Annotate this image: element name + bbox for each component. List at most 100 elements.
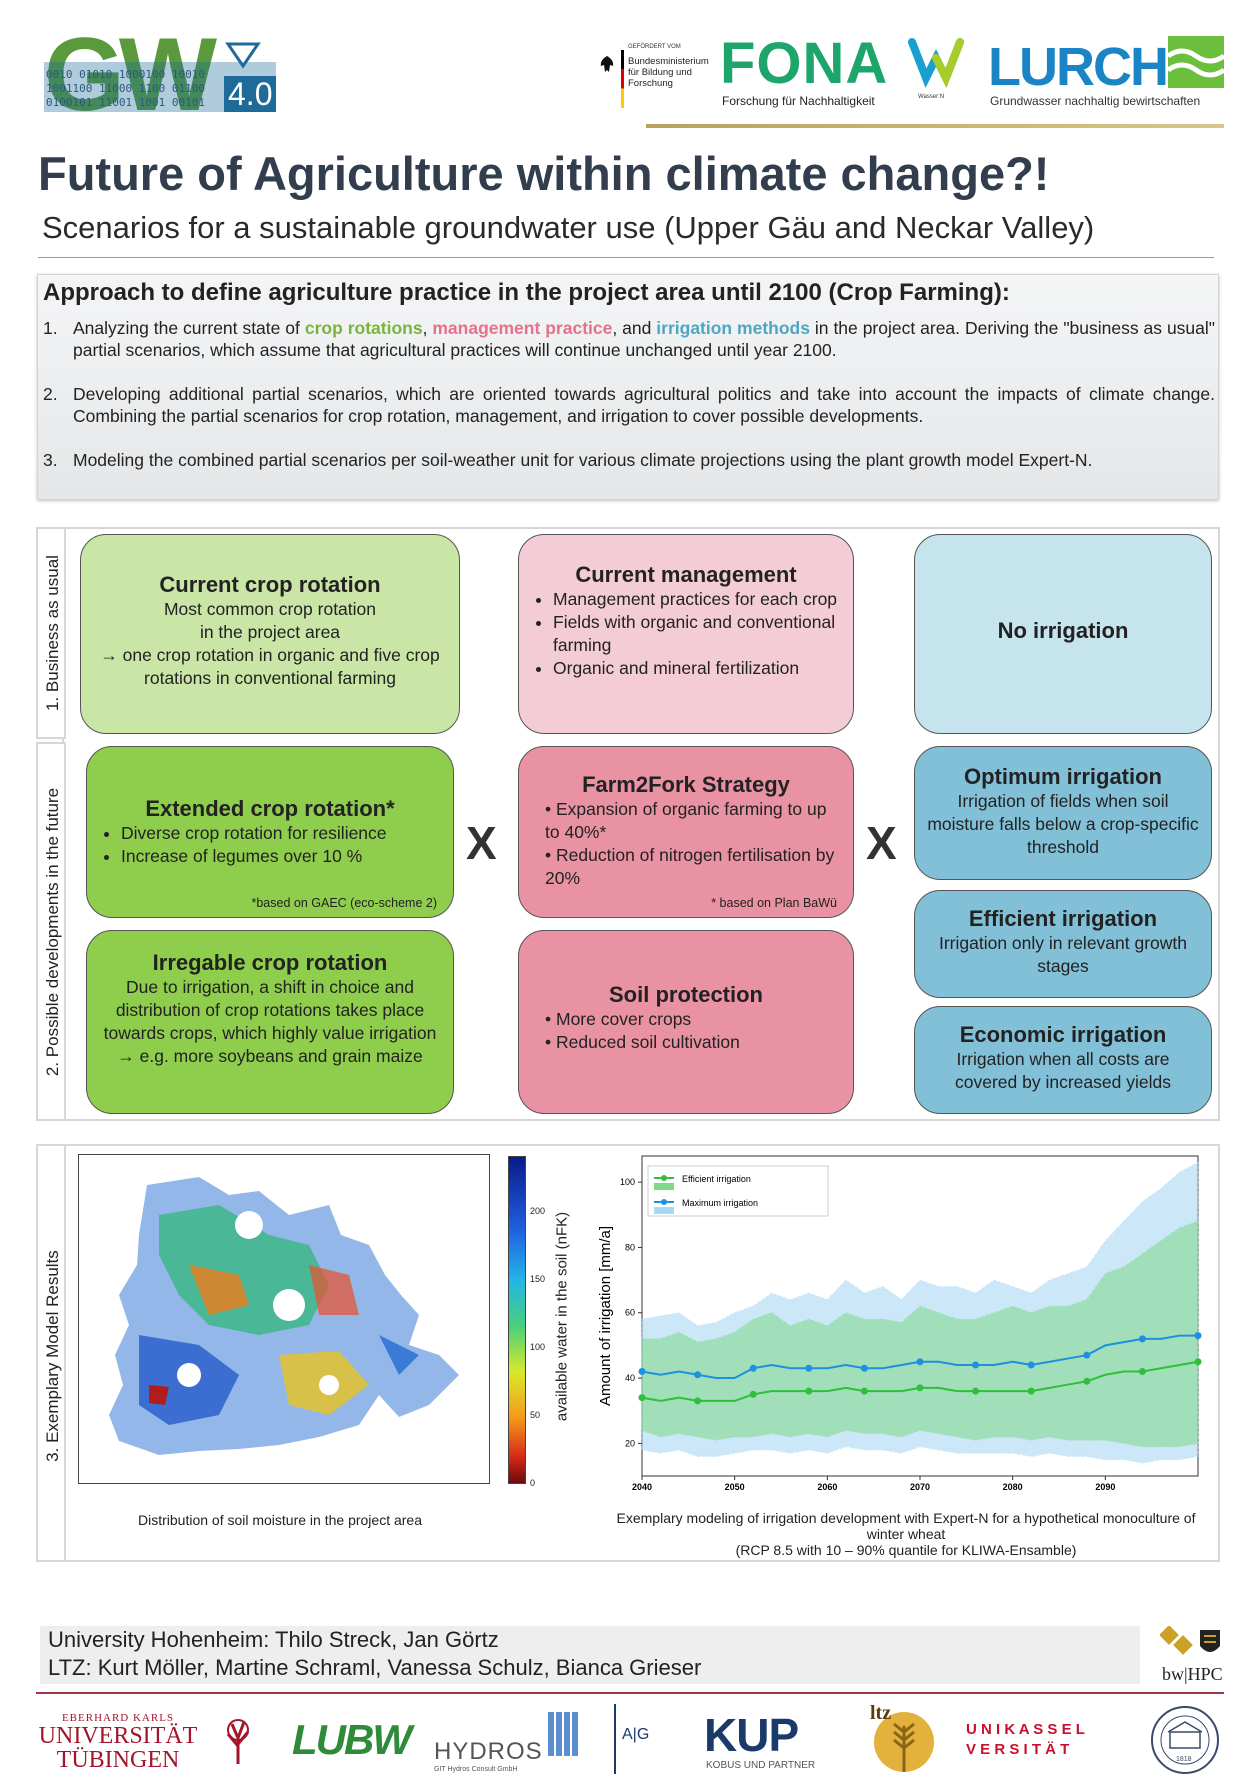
header-divider [646,124,1224,128]
map-caption: Distribution of soil moisture in the pro… [137,1512,423,1528]
chart-legend-label: Maximum irrigation [682,1198,758,1208]
chart-point-efficient [638,1394,646,1402]
chart-legend-band [654,1207,674,1214]
card-soil-protection: Soil protection More cover crops Reduced… [518,930,854,1114]
german-eagle-icon [598,54,616,76]
bwhpc-logo: bw|HPC [1159,1625,1224,1686]
chart-point-efficient [749,1390,757,1398]
chart-ytick-label: 80 [625,1242,635,1252]
chart-point-efficient [694,1397,702,1405]
chart-legend-marker [661,1199,667,1205]
chart-ytick-label: 40 [625,1373,635,1383]
chart-point-maximum [1138,1335,1146,1343]
soil-moisture-map [78,1154,490,1484]
card-extended-crop-rotation: Extended crop rotation* Diverse crop rot… [86,746,454,918]
chart-point-efficient [1138,1368,1146,1376]
card-farm2fork: Farm2Fork Strategy Expansion of organic … [518,746,854,918]
kassel-logo: U N I K A S S E L V E R S I T Ä T [966,1721,1085,1758]
chart-point-maximum [805,1364,813,1372]
water-waves-icon [1166,36,1226,88]
hl-irrigation-methods: irrigation methods [656,318,810,338]
card-optimum-irrigation: Optimum irrigation Irrigation of fields … [914,746,1212,880]
chart-point-efficient [1083,1377,1091,1385]
approach-heading: Approach to define agriculture practice … [43,279,1010,306]
chart-legend-marker [661,1175,667,1181]
chart-caption: Exemplary modeling of irrigation develop… [616,1510,1196,1558]
card-irregable-crop-rotation: Irregable crop rotation Due to irrigatio… [86,930,454,1114]
tab-model-results: 3. Exemplary Model Results [36,1144,66,1562]
chart-ytick-label: 100 [620,1177,635,1187]
approach-list: 1. Analyzing the current state of crop ro… [43,317,1215,493]
poster-title: Future of Agriculture within climate cha… [38,147,1050,200]
approach-item-2: 2. Developing additional partial scenario… [43,384,1215,426]
authors-box: University Hohenheim: Thilo Streck, Jan … [40,1626,1140,1684]
hl-management-practice: management practice [432,318,613,338]
card-economic-irrigation: Economic irrigation Irrigation when all … [914,1006,1212,1114]
kup-logo: KUP KOBUS UND PARTNER [704,1709,816,1771]
chart-point-efficient [1027,1387,1035,1395]
chart-point-efficient [916,1384,924,1392]
lubw-logo: LUBW [292,1716,412,1763]
irrigation-chart: 20 40 60 80 100 2040 2050 2060 2070 2080 2090 Amoun… [590,1148,1210,1494]
authors-ltz: LTZ: Kurt Möller, Martine Schraml, Vanes… [48,1655,702,1680]
approach-item-1: 1. Analyzing the current state of crop ro… [43,318,1215,360]
chart-point-efficient [805,1387,813,1395]
chart-legend-label: Efficient irrigation [682,1174,751,1184]
bmbf-logo: GEFÖRDERT VOM Bundesministerium für Bild… [598,44,710,114]
colorbar [508,1156,526,1484]
approach-box: Approach to define agriculture practice … [37,274,1219,500]
chart-ylabel: Amount of irrigation [mm/a] [597,1226,614,1406]
lurch-logo: LURCH Grundwasser nachhaltig bewirtschaf… [988,30,1226,112]
chart-xtick-label: 2060 [817,1482,837,1492]
hydros-grid-icon [548,1712,580,1756]
chart-point-maximum [638,1368,646,1376]
tuebingen-tree-icon [222,1716,254,1766]
poster-subtitle: Scenarios for a sustainable groundwater … [42,210,1095,245]
card-current-crop-rotation: Current crop rotation Most common crop r… [80,534,460,734]
ltz-logo: ltz [868,1702,938,1776]
gw40-logo: GW 0010 01010 1000100 10010 1001100 1100… [44,17,276,133]
svg-text:1001100 11000 1100 01100: 1001100 11000 1100 01100 [46,82,205,95]
chart-point-efficient [972,1387,980,1395]
wassern-logo: Wasser:N [908,32,968,112]
colorbar-ticks: 200 150 100 50 0 [530,1206,546,1488]
svg-text:0010 01010 1000100 10010: 0010 01010 1000100 10010 [46,68,205,81]
chart-xtick-label: 2040 [632,1482,652,1492]
chart-point-maximum [694,1371,702,1379]
subtitle-divider [38,257,1214,258]
chart-ytick-label: 60 [625,1308,635,1318]
card-no-irrigation: No irrigation [914,534,1212,734]
chart-point-maximum [749,1364,757,1372]
hydros-logo: HYDROS GIT Hydros Consult GmbH [430,1712,580,1773]
chart-xtick-label: 2080 [1003,1482,1023,1492]
chart-legend [647,1165,829,1217]
tab-possible-developments: 2. Possible developments in the future [36,742,66,1121]
approach-item-3: 3. Modeling the combined partial scenario… [43,450,1093,470]
combine-x-symbol-2: X [866,817,897,869]
tuebingen-logo: EBERHARD KARLS UNIVERSITÄT TÜBINGEN [38,1712,198,1773]
svg-text:0100101 11001 1001 00101: 0100101 11001 1001 00101 [46,96,205,109]
chart-point-maximum [1083,1351,1091,1359]
hohenheim-seal: 1818 [1150,1704,1220,1776]
tab-business-as-usual: 1. Business as usual [36,527,66,739]
colorbar-label: available water in the soil (nFK) [553,1211,571,1422]
chart-xtick-label: 2070 [910,1482,930,1492]
hl-crop-rotations: crop rotations [304,318,423,338]
chart-point-maximum [972,1361,980,1369]
german-flag-icon [621,50,624,108]
chart-point-maximum [1194,1332,1202,1340]
fona-logo: FONA Forschung für Nachhaltigkeit [720,31,889,108]
chart-point-efficient [860,1387,868,1395]
gw-version: 4.0 [228,76,273,112]
footer-divider [36,1692,1224,1694]
azv-logo: A|G [614,1704,670,1774]
chart-legend-band [654,1183,674,1190]
chart-xtick-label: 2090 [1095,1482,1115,1492]
chart-point-maximum [860,1364,868,1372]
chart-point-maximum [916,1358,924,1366]
card-current-management: Current management Management practices … [518,534,854,734]
chart-ytick-label: 20 [625,1438,635,1448]
chart-point-efficient [1194,1358,1202,1366]
chart-point-maximum [1027,1361,1035,1369]
authors-hohenheim: University Hohenheim: Thilo Streck, Jan … [48,1627,499,1652]
